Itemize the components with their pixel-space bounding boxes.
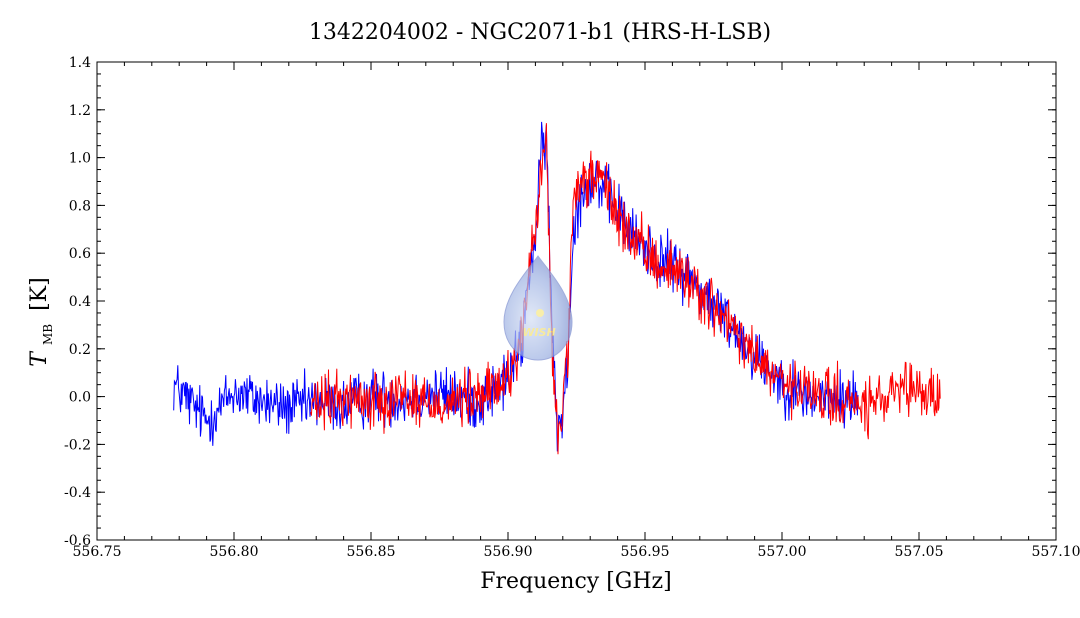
logo-text: WISH <box>522 326 555 339</box>
x-tick-label: 556.80 <box>210 544 259 560</box>
y-axis-unit: [K] <box>27 277 52 311</box>
x-tick-label: 556.95 <box>621 544 670 560</box>
x-tick-label: 556.90 <box>484 544 533 560</box>
x-tick-label: 557.10 <box>1032 544 1080 560</box>
y-axis-subscript: MB <box>41 324 55 345</box>
y-tick-label: 1.0 <box>69 151 91 167</box>
y-tick-label: 0.0 <box>69 390 91 406</box>
axis-ticks: 556.75 556.80 556.85 556.90 556.95 557.00 557.… <box>64 55 1080 560</box>
y-tick-label: 0.2 <box>69 342 91 358</box>
y-axis-symbol: T <box>27 350 52 367</box>
y-tick-label: 1.2 <box>69 103 91 119</box>
drop-shape <box>503 255 573 361</box>
y-tick-label: -0.6 <box>64 533 91 549</box>
y-tick-label: 1.4 <box>69 55 91 71</box>
x-tick-label: 556.85 <box>347 544 396 560</box>
plot-area <box>96 61 1057 541</box>
hifi-drop-logo: WISH <box>503 255 573 361</box>
plot-frame <box>96 61 1057 541</box>
svg-text:T MB [K]: T MB [K] <box>27 277 58 366</box>
star-icon <box>536 309 544 317</box>
x-axis-title: Frequency [GHz] <box>480 569 672 594</box>
y-tick-label: 0.4 <box>69 294 91 310</box>
x-tick-label: 557.05 <box>895 544 944 560</box>
y-axis-title: T MB [K] <box>27 277 58 366</box>
y-tick-label: 0.6 <box>69 246 91 262</box>
x-tick-label: 557.00 <box>758 544 807 560</box>
x-tick-label: 556.75 <box>73 544 122 560</box>
y-tick-label: 0.8 <box>69 198 91 214</box>
y-tick-label: -0.4 <box>64 485 91 501</box>
series-line-2 <box>310 123 941 455</box>
y-tick-label: -0.2 <box>64 437 91 453</box>
chart-title: 1342204002 - NGC2071-b1 (HRS-H-LSB) <box>309 20 771 45</box>
